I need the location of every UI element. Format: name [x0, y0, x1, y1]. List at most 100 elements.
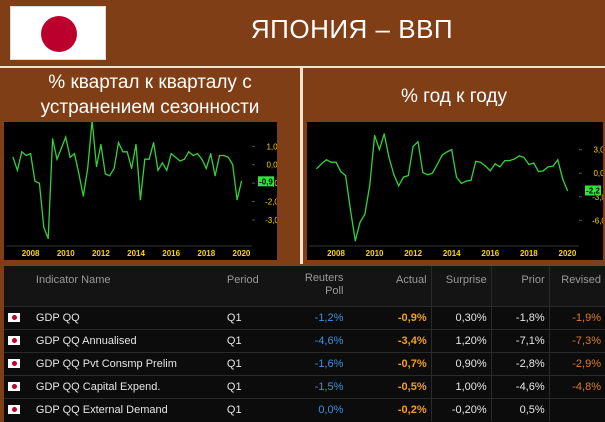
data-point [412, 145, 414, 148]
y-tick-label: -6,0 [592, 216, 603, 225]
data-point [65, 136, 67, 138]
row-flag-icon [4, 351, 32, 375]
col-period[interactable]: Period [222, 266, 284, 306]
japan-flag-icon [10, 6, 106, 60]
data-point [166, 169, 168, 171]
row-flag-icon [4, 328, 32, 352]
cell-actual: -3,4% [347, 328, 432, 352]
col-revised[interactable]: Revised [548, 266, 605, 306]
col-actual[interactable]: Actual [347, 266, 432, 306]
data-point [117, 141, 120, 144]
col-prior[interactable]: Prior [490, 266, 550, 306]
table-row[interactable]: GDP QQ Capital Expend. Q1 -1,5% -0,5% 1,… [4, 374, 605, 398]
data-point [205, 167, 207, 170]
data-point [441, 154, 443, 156]
data-point [34, 180, 36, 182]
data-point [345, 174, 347, 177]
indicator-table: Indicator Name Period Reuters Poll Actua… [4, 266, 605, 422]
data-point [494, 163, 496, 165]
data-point [51, 138, 54, 140]
data-point [316, 167, 318, 170]
data-point [398, 185, 400, 187]
table-row[interactable]: GDP QQ Annualised Q1 -4,6% -3,4% 1,20% -… [4, 328, 605, 352]
data-point [340, 171, 342, 173]
data-point [562, 178, 564, 180]
x-tick-label: 2018 [197, 249, 215, 258]
data-point [12, 156, 14, 158]
data-point [30, 153, 32, 155]
data-point [126, 151, 128, 153]
data-point [196, 153, 199, 155]
data-point [174, 156, 177, 158]
cell-indicator: GDP QQ [31, 305, 223, 329]
col-surprise[interactable]: Surprise [430, 266, 492, 306]
cell-indicator: GDP QQ External Demand [31, 397, 223, 421]
data-point [557, 159, 559, 161]
cell-surprise: 1,20% [430, 328, 492, 352]
data-point [460, 182, 462, 185]
data-point [148, 158, 150, 160]
y-tick-label: 1,0 [266, 142, 277, 151]
row-flag-icon [4, 374, 32, 398]
left-subtitle-line2: устранением сезонности [40, 97, 260, 118]
table-row[interactable]: GDP QQ Pvt Consmp Prelim Q1 -1,6% -0,7% … [4, 351, 605, 375]
data-point [349, 209, 352, 211]
data-point [364, 213, 366, 215]
y-tick-label: -2,0 [265, 198, 277, 207]
data-point [82, 195, 84, 197]
x-tick-label: 2012 [404, 249, 422, 258]
col-poll[interactable]: Reuters Poll [283, 266, 348, 306]
data-point [354, 240, 356, 242]
col-poll-line1: Reuters [304, 272, 344, 284]
cell-surprise: -0,20% [430, 397, 492, 421]
data-point [21, 151, 23, 153]
table-row[interactable]: GDP QQ Q1 -1,2% -0,9% 0,30% -1,8% -1,9% [4, 305, 605, 329]
data-point [359, 221, 361, 223]
cell-prior: -1,8% [490, 305, 550, 329]
data-point [201, 158, 203, 160]
data-point [122, 151, 124, 153]
data-point [188, 151, 190, 153]
col-flag [4, 266, 32, 306]
data-point [78, 173, 80, 175]
data-point [455, 176, 458, 178]
data-point [183, 158, 185, 160]
row-flag-icon [4, 397, 32, 421]
data-point [552, 165, 554, 167]
data-point [210, 153, 212, 155]
data-point [179, 160, 181, 162]
data-point [232, 164, 234, 166]
cell-period: Q1 [222, 305, 284, 329]
data-point [393, 174, 395, 176]
x-tick-label: 2020 [233, 249, 251, 258]
data-point [100, 143, 102, 146]
data-point [38, 182, 40, 184]
cell-actual: -0,9% [347, 305, 432, 329]
x-tick-label: 2016 [162, 249, 180, 258]
data-point [214, 175, 216, 177]
col-poll-line2: Poll [325, 285, 344, 297]
cell-revised: -7,3% [548, 328, 605, 352]
data-point [427, 174, 429, 176]
col-indicator[interactable]: Indicator Name [31, 266, 223, 306]
data-point [43, 226, 45, 229]
cell-actual: -0,5% [347, 374, 432, 398]
series-line [12, 122, 243, 239]
data-point [542, 170, 544, 172]
data-point [335, 161, 337, 163]
qq-chart: 1,00,0-1,0-2,0-3,02008201020122014201620… [4, 122, 277, 260]
data-point [153, 141, 155, 144]
data-point [161, 162, 163, 164]
cell-prior: 0,5% [490, 397, 550, 421]
x-tick-label: 2020 [559, 249, 577, 258]
data-point [475, 160, 477, 162]
data-point [236, 199, 238, 201]
data-point [223, 154, 225, 157]
data-point [325, 159, 327, 161]
cell-prior: -2,8% [490, 351, 550, 375]
table-row[interactable]: GDP QQ External Demand Q1 0,0% -0,2% -0,… [4, 397, 605, 421]
qq-chart-svg: 1,00,0-1,0-2,0-3,02008201020122014201620… [6, 122, 277, 258]
data-point [144, 158, 146, 160]
page-title: ЯПОНИЯ – ВВП [250, 14, 454, 44]
x-tick-label: 2014 [443, 249, 461, 258]
